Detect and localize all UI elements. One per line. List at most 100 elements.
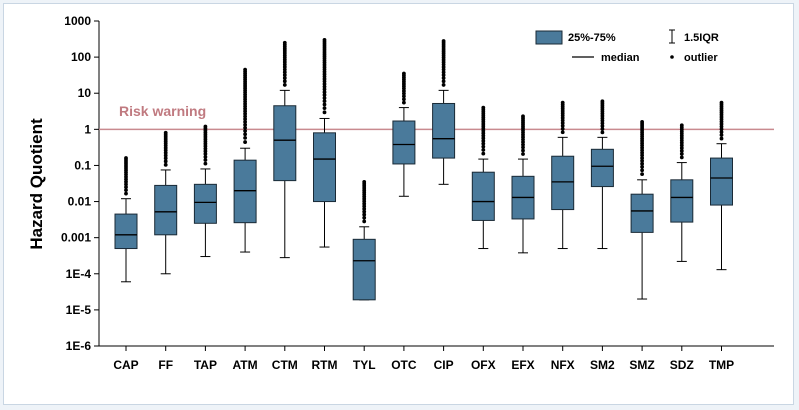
- x-tick-label: FF: [158, 358, 173, 372]
- x-tick-label: RTM: [312, 358, 338, 372]
- iqr-box: [471, 171, 495, 221]
- outlier-point: [600, 124, 605, 128]
- outlier-point: [441, 83, 446, 87]
- outlier-point: [679, 152, 684, 156]
- box-smz: [630, 120, 654, 300]
- outlier-point: [124, 156, 128, 160]
- outlier-point: [481, 138, 486, 143]
- outlier-point: [203, 154, 208, 159]
- outlier-point: [203, 149, 208, 154]
- legend-median-label: median: [601, 52, 640, 64]
- outlier-point: [600, 99, 605, 104]
- legend-whisker-swatch: [669, 29, 675, 44]
- outlier-point: [640, 156, 644, 160]
- outlier-point: [322, 96, 327, 100]
- outlier-point: [322, 87, 327, 92]
- outlier-point: [719, 133, 724, 137]
- box-otc: [392, 71, 416, 197]
- outlier-point: [282, 73, 287, 77]
- legend-outlier-label: outlier: [684, 52, 718, 64]
- outlier-point: [163, 159, 168, 164]
- x-tick-label: CIP: [434, 358, 454, 372]
- outlier-point: [402, 71, 406, 76]
- outlier-point: [640, 158, 644, 163]
- outlier-point: [481, 144, 486, 149]
- iqr-box: [233, 159, 257, 224]
- box-sm2: [590, 99, 614, 250]
- legend-outlier-swatch: [670, 55, 674, 59]
- outlier-point: [640, 161, 644, 166]
- outlier-point: [640, 164, 644, 169]
- outlier-point: [640, 168, 644, 173]
- outlier-point: [362, 215, 367, 220]
- y-axis: 1000 100 10 1 0.1 0.01 0.001 1E-4 1E-5 1E-6: [61, 14, 100, 353]
- outlier-point: [521, 145, 525, 150]
- outlier-point: [481, 105, 486, 110]
- outlier-point: [521, 152, 525, 156]
- iqr-box: [670, 179, 694, 223]
- box-nfx: [551, 100, 575, 250]
- outlier-point: [243, 136, 248, 140]
- outlier-point: [163, 162, 168, 167]
- outlier-point: [719, 130, 724, 134]
- outlier-point: [203, 152, 208, 156]
- outlier-point: [243, 117, 248, 121]
- outlier-point: [640, 120, 644, 124]
- x-tick-label: OTC: [391, 358, 417, 372]
- y-tick-label: 0.01: [68, 195, 92, 209]
- box-ctm: [273, 40, 297, 259]
- outlier-point: [322, 110, 327, 115]
- y-tick-label: 1000: [64, 14, 91, 28]
- outlier-point: [243, 132, 248, 137]
- iqr-box: [154, 184, 178, 236]
- x-tick-label: CAP: [113, 358, 138, 372]
- outlier-point: [124, 182, 128, 187]
- outlier-point: [322, 106, 327, 111]
- outlier-point: [521, 142, 525, 147]
- outlier-point: [402, 94, 406, 99]
- legend-box-swatch: [535, 30, 563, 45]
- x-tick-label: SMZ: [629, 358, 654, 372]
- outlier-point: [560, 126, 565, 131]
- y-axis-title: Hazard Quotient: [27, 118, 46, 250]
- iqr-box: [630, 193, 654, 233]
- iqr-box: [273, 105, 297, 182]
- outlier-point: [441, 76, 446, 80]
- outlier-point: [322, 102, 327, 107]
- x-tick-label: EFX: [511, 358, 534, 372]
- outlier-point: [243, 140, 248, 144]
- x-tick-label: ATM: [233, 358, 258, 372]
- outlier-point: [362, 212, 367, 217]
- outlier-point: [243, 67, 248, 72]
- iqr-box: [392, 120, 416, 165]
- outlier-point: [402, 100, 406, 105]
- outlier-point: [362, 209, 367, 214]
- outlier-point: [243, 122, 248, 127]
- x-tick-label: OFX: [471, 358, 496, 372]
- outlier-point: [322, 99, 327, 104]
- outlier-point: [441, 70, 446, 75]
- y-tick-label: 1E-4: [66, 267, 92, 281]
- x-tick-label: SDZ: [670, 358, 694, 372]
- outlier-point: [243, 128, 248, 133]
- outlier-point: [441, 73, 446, 77]
- outlier-point: [679, 146, 684, 150]
- outlier-point: [402, 97, 406, 102]
- iqr-box: [551, 155, 575, 211]
- y-tick-label: 1: [84, 122, 91, 136]
- outlier-point: [322, 84, 327, 89]
- outlier-point: [600, 127, 605, 131]
- outlier-point: [322, 37, 327, 42]
- y-tick-label: 0.001: [61, 231, 91, 245]
- outlier-point: [124, 188, 128, 193]
- legend-box-label: 25%-75%: [568, 32, 616, 44]
- box-rtm: [313, 37, 336, 248]
- outlier-point: [560, 121, 565, 125]
- outlier-point: [282, 70, 287, 75]
- box-sdz: [670, 123, 694, 262]
- outlier-point: [560, 100, 565, 105]
- iqr-box: [432, 102, 456, 159]
- outlier-point: [719, 100, 724, 105]
- outlier-point: [243, 125, 248, 130]
- iqr-box: [193, 183, 217, 224]
